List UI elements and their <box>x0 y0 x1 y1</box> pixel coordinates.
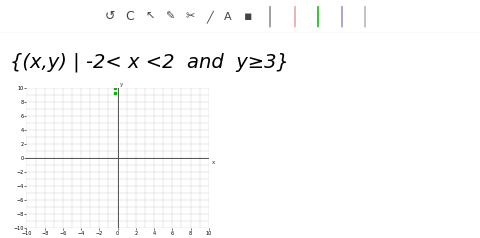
Text: ▪: ▪ <box>244 10 252 23</box>
Text: ✎: ✎ <box>165 12 175 22</box>
Text: {(x,y) | -2< x <2  and  y≥3}: {(x,y) | -2< x <2 and y≥3} <box>10 52 288 72</box>
Text: C: C <box>126 10 134 23</box>
Text: ✂: ✂ <box>185 12 195 22</box>
Text: ↺: ↺ <box>105 10 115 23</box>
Text: ╱: ╱ <box>206 10 214 23</box>
Text: y: y <box>120 82 123 87</box>
Text: x: x <box>212 160 215 165</box>
Text: A: A <box>224 12 232 22</box>
Text: ↖: ↖ <box>145 12 155 22</box>
